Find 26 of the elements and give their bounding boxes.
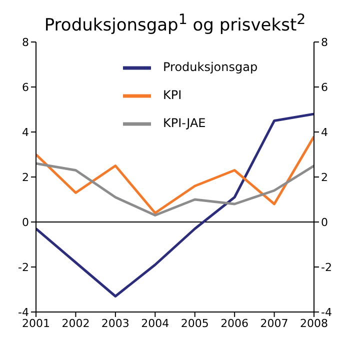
- x-tick-label: 2004: [141, 316, 170, 330]
- legend-label: Produksjonsgap: [163, 60, 258, 74]
- y2-tick-label: 2: [321, 170, 328, 184]
- legend-label: KPI: [163, 88, 182, 102]
- y2-tick-label: 4: [321, 126, 328, 139]
- y2-tick-label: 6: [321, 80, 328, 94]
- y2-tick-label: -2: [321, 260, 332, 274]
- y2-tick-label: 0: [321, 216, 328, 229]
- x-tick-label: 2003: [101, 316, 130, 330]
- x-tick-label: 2005: [180, 316, 209, 330]
- y-tick-label: -2: [18, 260, 29, 274]
- y-tick-label: 4: [22, 126, 29, 139]
- x-tick-label: 2001: [22, 316, 50, 330]
- y2-tick-label: 8: [321, 36, 328, 49]
- y-tick-label: -4: [18, 306, 29, 319]
- legend-label: KPI-JAE: [163, 116, 206, 130]
- chart-title: Produksjonsgap$^{1}$ og prisvekst$^{2}$: [43, 11, 307, 36]
- x-tick-label: 2002: [62, 316, 90, 330]
- x-tick-label: 2007: [260, 316, 288, 330]
- y-tick-label: 6: [22, 80, 29, 94]
- y2-tick-label: -4: [321, 306, 332, 319]
- y-tick-label: 2: [22, 170, 29, 184]
- x-tick-label: 2008: [300, 316, 328, 330]
- y-tick-label: 0: [22, 216, 29, 229]
- y-tick-label: 8: [22, 36, 29, 49]
- x-tick-label: 2006: [220, 316, 249, 330]
